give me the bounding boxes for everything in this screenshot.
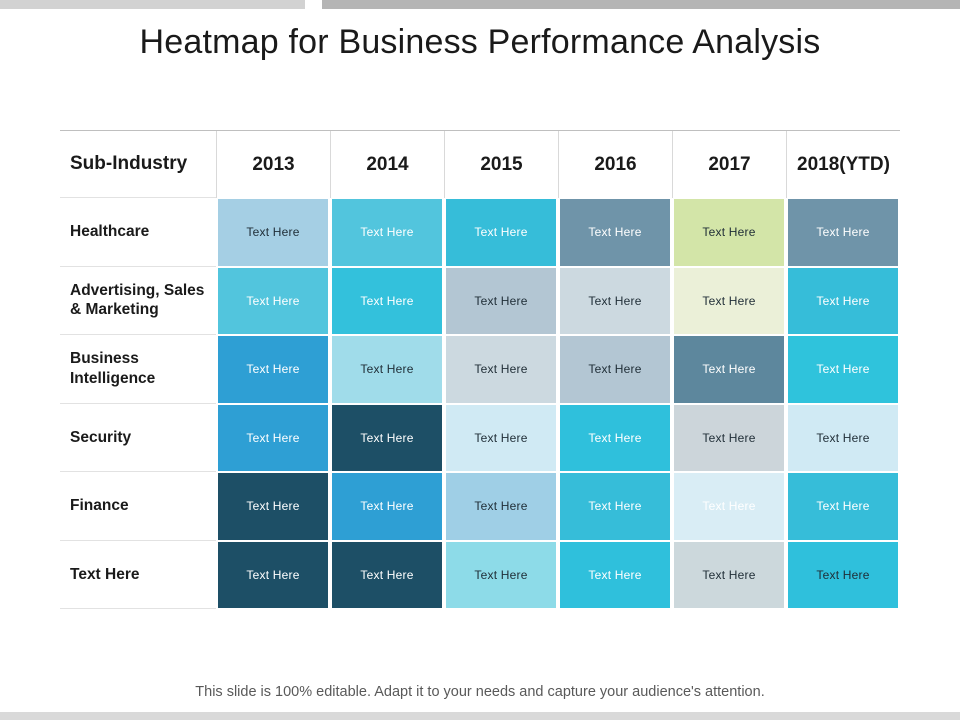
heatmap-cell-label: Text Here	[674, 473, 784, 540]
heatmap-cell: Text Here	[558, 335, 672, 404]
row-label: Finance	[60, 472, 216, 541]
heatmap-cell-label: Text Here	[788, 404, 898, 471]
header-year-2016: 2016	[558, 131, 672, 198]
heatmap-cell: Text Here	[216, 335, 330, 404]
heatmap-cell: Text Here	[216, 198, 330, 267]
heatmap-cell: Text Here	[786, 540, 900, 609]
row-label: Security	[60, 403, 216, 472]
heatmap-cell-label: Text Here	[446, 199, 556, 266]
top-accent-bar-left	[0, 0, 305, 9]
heatmap-cell: Text Here	[330, 266, 444, 335]
heatmap-cell-label: Text Here	[788, 199, 898, 266]
heatmap-cell-label: Text Here	[560, 404, 670, 471]
heatmap-cell-label: Text Here	[446, 541, 556, 608]
heatmap-cell: Text Here	[786, 403, 900, 472]
heatmap-cell-label: Text Here	[332, 267, 442, 334]
heatmap-cell: Text Here	[672, 472, 786, 541]
heatmap-cell: Text Here	[672, 403, 786, 472]
heatmap-cell: Text Here	[444, 198, 558, 267]
heatmap-cell: Text Here	[786, 266, 900, 335]
heatmap-cell-label: Text Here	[218, 404, 328, 471]
heatmap-cell: Text Here	[330, 403, 444, 472]
header-year-2013: 2013	[216, 131, 330, 198]
heatmap-cell-label: Text Here	[560, 541, 670, 608]
top-accent-bar-right	[322, 0, 960, 9]
heatmap-cell-label: Text Here	[788, 541, 898, 608]
heatmap-cell-label: Text Here	[446, 336, 556, 403]
header-year-2018(YTD): 2018(YTD)	[786, 131, 900, 198]
header-sub-industry: Sub-Industry	[60, 131, 216, 198]
heatmap-cell: Text Here	[672, 266, 786, 335]
heatmap-cell-label: Text Here	[674, 541, 784, 608]
heatmap-cell: Text Here	[216, 540, 330, 609]
heatmap-cell-label: Text Here	[332, 336, 442, 403]
heatmap-cell: Text Here	[558, 403, 672, 472]
heatmap-cell-label: Text Here	[446, 267, 556, 334]
heatmap-cell-label: Text Here	[560, 267, 670, 334]
footer-note: This slide is 100% editable. Adapt it to…	[195, 684, 765, 700]
slide-title: Heatmap for Business Performance Analysi…	[139, 23, 821, 61]
heatmap-cell-label: Text Here	[218, 267, 328, 334]
heatmap-cell-label: Text Here	[674, 199, 784, 266]
heatmap-cell-label: Text Here	[218, 336, 328, 403]
header-year-2015: 2015	[444, 131, 558, 198]
row-label: Business Intelligence	[60, 335, 216, 404]
heatmap-table: Sub-Industry 2013 2014 2015 2016 2017 2018(YTD…	[60, 130, 900, 609]
heatmap-cell-label: Text Here	[332, 541, 442, 608]
heatmap-cell-label: Text Here	[218, 473, 328, 540]
heatmap-cell: Text Here	[444, 403, 558, 472]
heatmap-cell-label: Text Here	[218, 541, 328, 608]
heatmap-cell: Text Here	[444, 266, 558, 335]
heatmap-cell: Text Here	[216, 266, 330, 335]
heatmap-cell: Text Here	[216, 403, 330, 472]
heatmap-cell: Text Here	[330, 335, 444, 404]
row-label: Text Here	[60, 540, 216, 609]
heatmap-cell: Text Here	[672, 335, 786, 404]
row-label: Advertising, Sales & Marketing	[60, 266, 216, 335]
heatmap-cell: Text Here	[672, 198, 786, 267]
bottom-accent-bar	[0, 712, 960, 720]
heatmap-cell-label: Text Here	[788, 473, 898, 540]
heatmap-cell-label: Text Here	[218, 199, 328, 266]
heatmap-cell-label: Text Here	[332, 473, 442, 540]
heatmap-cell-label: Text Here	[560, 336, 670, 403]
heatmap-cell: Text Here	[672, 540, 786, 609]
heatmap-cell: Text Here	[330, 198, 444, 267]
heatmap-cell: Text Here	[330, 472, 444, 541]
heatmap-cell: Text Here	[558, 472, 672, 541]
heatmap-cell: Text Here	[330, 540, 444, 609]
heatmap-cell-label: Text Here	[560, 473, 670, 540]
heatmap-cell: Text Here	[558, 198, 672, 267]
heatmap-cell-label: Text Here	[560, 199, 670, 266]
header-year-2014: 2014	[330, 131, 444, 198]
heatmap-cell-label: Text Here	[332, 404, 442, 471]
heatmap-cell: Text Here	[444, 472, 558, 541]
heatmap-cell: Text Here	[216, 472, 330, 541]
heatmap-cell-label: Text Here	[446, 404, 556, 471]
row-label: Healthcare	[60, 198, 216, 267]
heatmap-cell-label: Text Here	[446, 473, 556, 540]
heatmap-cell-label: Text Here	[674, 404, 784, 471]
heatmap-cell-label: Text Here	[788, 336, 898, 403]
heatmap-cell: Text Here	[786, 472, 900, 541]
heatmap-cell: Text Here	[444, 540, 558, 609]
heatmap-cell-label: Text Here	[674, 336, 784, 403]
heatmap-cell: Text Here	[444, 335, 558, 404]
header-year-2017: 2017	[672, 131, 786, 198]
heatmap-cell: Text Here	[786, 335, 900, 404]
heatmap-cell-label: Text Here	[788, 267, 898, 334]
heatmap-cell: Text Here	[786, 198, 900, 267]
heatmap-cell: Text Here	[558, 540, 672, 609]
heatmap-cell: Text Here	[558, 266, 672, 335]
heatmap-cell-label: Text Here	[332, 199, 442, 266]
heatmap-cell-label: Text Here	[674, 267, 784, 334]
